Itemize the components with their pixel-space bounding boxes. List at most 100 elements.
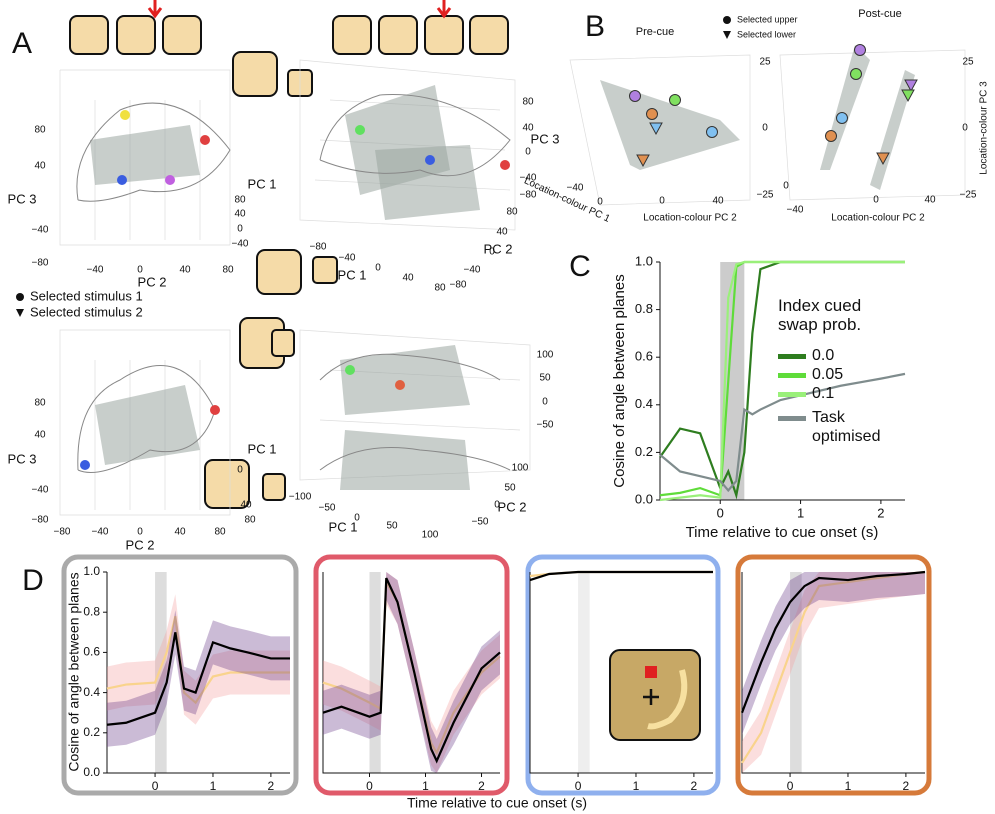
tick-label: −25 [757, 190, 774, 201]
point [825, 130, 837, 142]
x-tick-label: 1 [422, 779, 429, 793]
x-tick-label: 2 [478, 779, 485, 793]
tick-label: 40 [402, 273, 414, 284]
tick-label: 0 [962, 123, 968, 134]
tick-label: −80 [32, 258, 49, 269]
cue-period [578, 572, 590, 773]
cue-icon [204, 459, 250, 509]
series-line [322, 577, 501, 764]
band [107, 594, 290, 725]
tick-label: 0 [542, 397, 548, 408]
plane [95, 385, 200, 465]
plane [820, 45, 870, 170]
point [636, 154, 650, 168]
tick-label: −40 [520, 173, 537, 184]
tick-label: −80 [32, 515, 49, 526]
x-tick-label: 2 [903, 779, 910, 793]
y-axis-label: Cosine of angle between planes [66, 572, 82, 771]
tick-label: 0 [137, 527, 143, 538]
panel-frame [313, 554, 510, 796]
point [669, 94, 681, 106]
tick-label: 0 [525, 147, 531, 158]
plane [340, 345, 470, 415]
tick-label: −50 [472, 517, 489, 528]
axis-label: PC 2 [126, 537, 155, 552]
tick-label: 0 [237, 465, 243, 476]
x-axis-label: Time relative to cue onset (s) [686, 524, 879, 541]
subplot-title: Post-cue [858, 8, 901, 20]
tick-label: 40 [924, 195, 936, 206]
axis-label: PC 2 [484, 241, 513, 256]
y-tick-label: 1.0 [635, 253, 653, 268]
tick-label: −40 [339, 253, 356, 264]
x-tick-label: 0 [575, 779, 582, 793]
point [629, 90, 641, 102]
y-tick-label: 0.6 [83, 645, 100, 659]
legend-swatch [778, 373, 806, 378]
fixation [643, 689, 659, 705]
tick-label: 25 [759, 57, 771, 68]
cue-icon [69, 15, 109, 55]
legend-title: Index cued swap prob. [778, 296, 862, 334]
x-axis-label: Time relative to cue onset (s) [407, 795, 587, 811]
cue-period [790, 572, 802, 773]
plane [340, 430, 470, 490]
band [742, 572, 925, 773]
plane [870, 70, 915, 190]
tick-label: 0 [354, 513, 360, 524]
tick-label: 40 [34, 430, 46, 441]
x-tick-label: 1 [845, 779, 852, 793]
tick-label: 25 [962, 57, 974, 68]
legend-marker [16, 293, 24, 301]
series-line [529, 570, 713, 582]
tick-label: 40 [174, 527, 186, 538]
axis-label: PC 1 [248, 441, 277, 456]
axis [741, 572, 925, 774]
tick-label: −40 [464, 265, 481, 276]
tick-label: 80 [244, 515, 256, 526]
cue-icon [262, 473, 286, 501]
tick-label: 40 [179, 265, 191, 276]
tick-label: −40 [87, 265, 104, 276]
legend-swatch [778, 392, 806, 397]
cue-icon [312, 256, 338, 284]
cue-icon [469, 15, 509, 55]
tick-label: 80 [506, 207, 518, 218]
point [836, 112, 848, 124]
tick-label: 40 [240, 500, 252, 511]
subplot-title: Pre-cue [636, 26, 675, 38]
tick-label: 40 [234, 209, 246, 220]
tick-label: 50 [386, 521, 398, 532]
point [395, 380, 405, 390]
tick-label: −25 [960, 190, 977, 201]
cue-period [369, 572, 381, 773]
tick-label: −80 [54, 527, 71, 538]
tick-label: −80 [520, 190, 537, 201]
legend-label: 0.0 [812, 347, 835, 364]
panel-frame [735, 554, 932, 796]
tick-label: 40 [712, 196, 724, 207]
x-tick-label: 1 [210, 779, 217, 793]
tick-label: −50 [537, 420, 554, 431]
tick-label: 80 [234, 195, 246, 206]
band [742, 572, 925, 735]
x-tick-label: 0 [366, 779, 373, 793]
point [355, 125, 365, 135]
axis-label: Location-colour PC 2 [831, 213, 925, 224]
tick-label: −40 [32, 485, 49, 496]
legend-marker [16, 309, 24, 317]
tick-label: −40 [567, 183, 584, 194]
tick-label: −80 [310, 242, 327, 253]
cue-period [155, 572, 167, 773]
x-tick-label: 0 [717, 505, 724, 520]
y-tick-label: 0.6 [635, 349, 653, 364]
y-tick-label: 0.2 [635, 444, 653, 459]
grid-3d [779, 49, 966, 201]
tick-label: 80 [222, 265, 234, 276]
legend-marker [723, 16, 731, 24]
tick-label: 50 [504, 483, 516, 494]
tick-label: 80 [434, 283, 446, 294]
tick-label: 40 [522, 123, 534, 134]
cue-icon [232, 51, 278, 97]
tick-label: 100 [537, 350, 554, 361]
